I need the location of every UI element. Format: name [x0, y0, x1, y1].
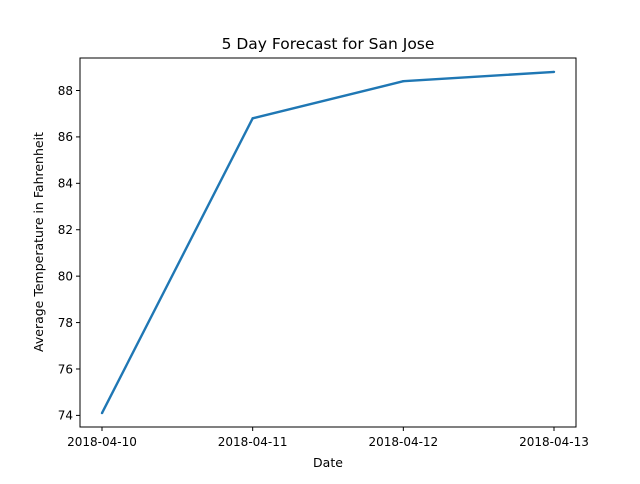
plot-area: 2018-04-10 2018-04-11 2018-04-12 2018-04-13… [58, 57, 589, 449]
y-tick-label: 74 [58, 409, 73, 423]
x-axis-label: Date [313, 455, 343, 470]
x-tick-label: 2018-04-12 [368, 435, 438, 449]
series-line-0 [100, 70, 555, 414]
y-tick-label: 76 [58, 362, 73, 376]
y-tick-label: 84 [58, 177, 73, 191]
y-tick-label: 82 [58, 223, 73, 237]
chart-title: 5 Day Forecast for San Jose [222, 35, 435, 53]
y-tick-label: 80 [58, 269, 73, 283]
data-point [100, 411, 104, 415]
y-tick-label: 78 [58, 316, 73, 330]
y-axis-label: Average Temperature in Fahrenheit [31, 132, 46, 352]
data-point [251, 117, 254, 120]
x-tick-label: 2018-04-11 [218, 435, 288, 449]
y-tick-label: 86 [58, 130, 73, 144]
data-point [552, 70, 556, 74]
x-tick-label: 2018-04-10 [67, 435, 137, 449]
x-tick-label: 2018-04-13 [519, 435, 589, 449]
plot-frame [79, 57, 577, 428]
y-tick-label: 88 [58, 84, 73, 98]
data-point [402, 80, 405, 83]
